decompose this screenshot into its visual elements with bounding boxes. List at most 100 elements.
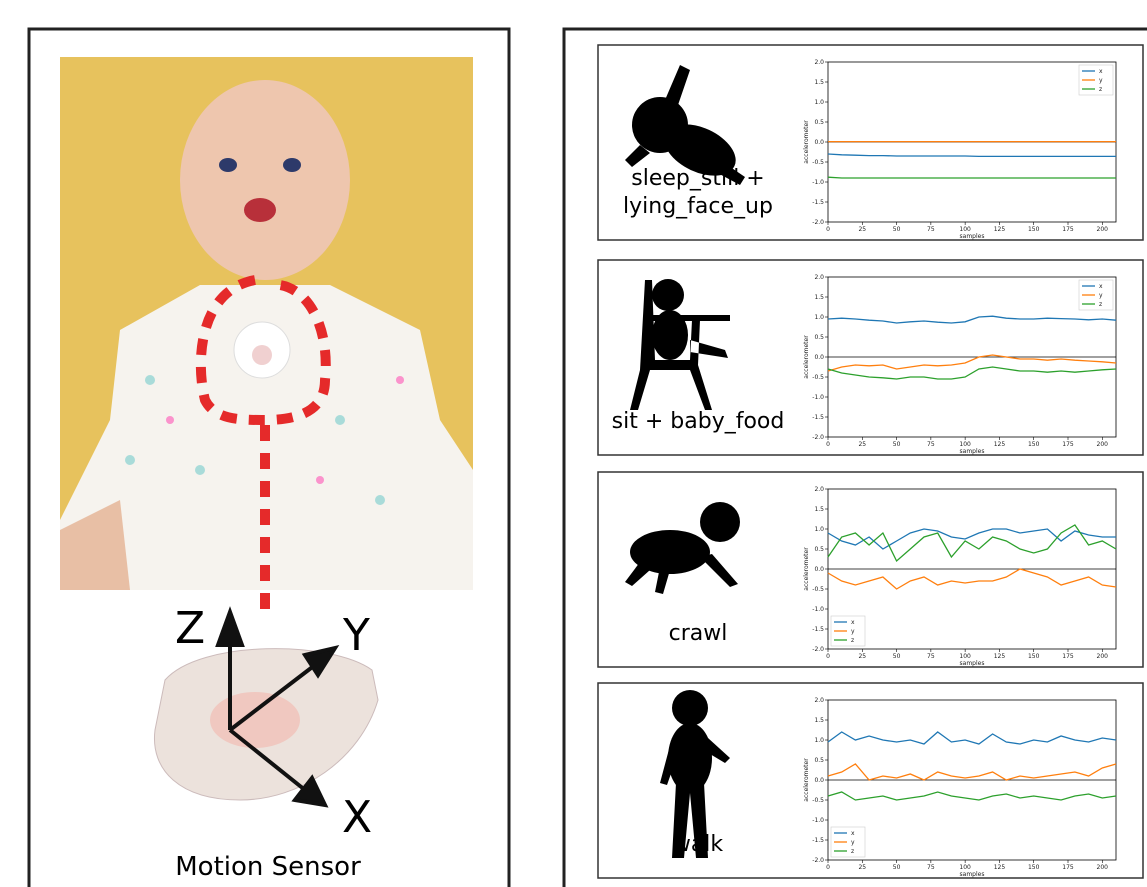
x-tick-label: 125: [994, 653, 1006, 660]
series-line: [828, 177, 1116, 178]
x-tick-label: 125: [994, 864, 1006, 871]
y-axis-label: accelerometer: [803, 335, 810, 379]
y-tick-label: 1.0: [814, 314, 824, 321]
activity-label: crawl: [669, 621, 728, 646]
x-tick-label: 50: [893, 226, 901, 233]
y-tick-label: 2.0: [814, 59, 824, 66]
series-line: [828, 764, 1116, 780]
x-tick-label: 175: [1062, 441, 1074, 448]
y-tick-label: -1.5: [812, 199, 824, 206]
activity-label: lying_face_up: [623, 194, 773, 219]
y-tick-label: 2.0: [814, 486, 824, 493]
x-tick-label: 175: [1062, 226, 1074, 233]
legend-label: y: [851, 628, 855, 635]
y-tick-label: 2.0: [814, 697, 824, 704]
x-tick-label: 150: [1028, 441, 1040, 448]
series-line: [828, 316, 1116, 323]
x-tick-label: 75: [927, 226, 935, 233]
x-axis-label: samples: [960, 448, 985, 455]
x-tick-label: 50: [893, 653, 901, 660]
series-line: [828, 529, 1116, 549]
x-tick-label: 75: [927, 864, 935, 871]
x-axis-label: samples: [960, 871, 985, 878]
x-tick-label: 175: [1062, 864, 1074, 871]
legend-label: x: [851, 619, 855, 626]
x-tick-label: 0: [826, 864, 830, 871]
y-axis-label: accelerometer: [803, 547, 810, 591]
legend-label: z: [851, 848, 854, 855]
axis-label: Y: [342, 610, 370, 661]
y-tick-label: -1.0: [812, 394, 824, 401]
x-tick-label: 100: [959, 441, 971, 448]
series-line: [828, 569, 1116, 589]
y-tick-label: 1.5: [814, 717, 824, 724]
legend-label: z: [851, 637, 854, 644]
x-tick-label: 25: [858, 226, 866, 233]
y-tick-label: 0.0: [814, 777, 824, 784]
y-tick-label: 0.0: [814, 354, 824, 361]
y-tick-label: -0.5: [812, 374, 824, 381]
y-tick-label: 1.0: [814, 526, 824, 533]
legend-label: y: [1099, 292, 1103, 299]
y-tick-label: -0.5: [812, 586, 824, 593]
y-tick-label: 1.5: [814, 294, 824, 301]
x-tick-label: 100: [959, 864, 971, 871]
legend-label: y: [1099, 77, 1103, 84]
series-line: [828, 154, 1116, 156]
activity-label: sit + baby_food: [612, 409, 785, 434]
x-tick-label: 25: [858, 441, 866, 448]
y-tick-label: 0.5: [814, 334, 824, 341]
x-tick-label: 125: [994, 226, 1006, 233]
series-line: [828, 525, 1116, 561]
x-axis-label: samples: [960, 660, 985, 667]
y-tick-label: 1.5: [814, 79, 824, 86]
legend-label: x: [851, 830, 855, 837]
y-tick-label: -0.5: [812, 797, 824, 804]
x-tick-label: 200: [1097, 441, 1109, 448]
x-tick-label: 150: [1028, 653, 1040, 660]
axis-label: Z: [175, 603, 205, 654]
y-tick-label: 1.5: [814, 506, 824, 513]
y-tick-label: 0.5: [814, 546, 824, 553]
y-tick-label: 0.0: [814, 139, 824, 146]
x-tick-label: 200: [1097, 226, 1109, 233]
x-tick-label: 75: [927, 653, 935, 660]
y-tick-label: 2.0: [814, 274, 824, 281]
y-tick-label: -2.0: [812, 857, 824, 864]
x-tick-label: 50: [893, 441, 901, 448]
y-tick-label: -1.5: [812, 626, 824, 633]
x-tick-label: 100: [959, 653, 971, 660]
x-axis-label: samples: [960, 233, 985, 240]
x-tick-label: 75: [927, 441, 935, 448]
x-tick-label: 0: [826, 226, 830, 233]
series-line: [828, 732, 1116, 744]
legend-label: x: [1099, 68, 1103, 75]
photo: [60, 57, 473, 610]
y-tick-label: 0.5: [814, 757, 824, 764]
y-tick-label: 1.0: [814, 99, 824, 106]
figure: Z Y X Motion Sensor sleep_still + lying_f…: [0, 0, 1147, 887]
x-tick-label: 200: [1097, 864, 1109, 871]
y-axis-label: accelerometer: [803, 758, 810, 802]
legend-label: x: [1099, 283, 1103, 290]
right-panel: [564, 29, 1147, 887]
x-tick-label: 125: [994, 441, 1006, 448]
legend-label: y: [851, 839, 855, 846]
x-tick-label: 25: [858, 653, 866, 660]
sensor-label: Motion Sensor: [175, 852, 361, 882]
legend-label: z: [1099, 86, 1102, 93]
axis-label: X: [342, 792, 372, 843]
y-tick-label: -0.5: [812, 159, 824, 166]
y-tick-label: 0.0: [814, 566, 824, 573]
activity-label: sleep_still +: [631, 166, 764, 191]
x-tick-label: 175: [1062, 653, 1074, 660]
x-tick-label: 200: [1097, 653, 1109, 660]
x-tick-label: 150: [1028, 864, 1040, 871]
series-line: [828, 792, 1116, 800]
y-tick-label: -2.0: [812, 646, 824, 653]
legend-label: z: [1099, 301, 1102, 308]
y-tick-label: -1.5: [812, 837, 824, 844]
x-tick-label: 25: [858, 864, 866, 871]
y-tick-label: 0.5: [814, 119, 824, 126]
y-tick-label: 1.0: [814, 737, 824, 744]
